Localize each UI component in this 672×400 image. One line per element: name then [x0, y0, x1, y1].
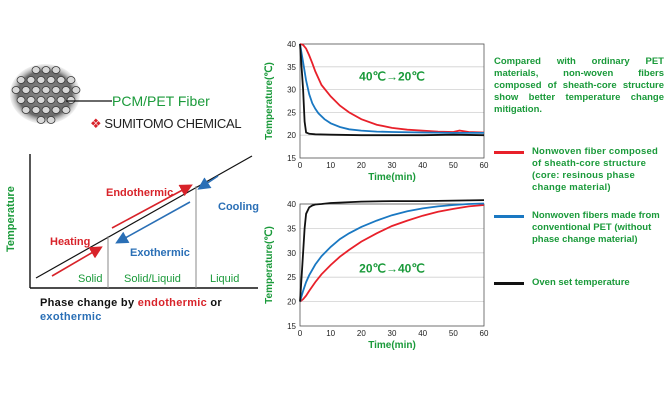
- heating-chart-ytick-label-1: 20: [287, 298, 296, 307]
- liquid-label: Liquid: [210, 273, 239, 285]
- cooling-chart-ylabel: Temperature(℃): [264, 62, 275, 140]
- exothermic-arrow: [115, 201, 191, 244]
- endothermic-label: Endothermic: [106, 187, 173, 199]
- cooling-chart-xtick-label-3: 30: [388, 161, 397, 170]
- heating-chart-xtick-label-2: 20: [357, 329, 366, 338]
- heating-chart-ylabel: Temperature(℃): [264, 226, 275, 304]
- heating-chart-plot-frame: [299, 203, 485, 327]
- legend-label-blue: Nonwoven fibers made from conventional P…: [532, 210, 660, 245]
- heating-chart-xtick-label-0: 0: [298, 329, 303, 338]
- legend-swatch-blue: [494, 215, 524, 218]
- cooling-chart-xtick-label-4: 40: [418, 161, 427, 170]
- sumitomo-diamond-icon: ❖: [90, 116, 102, 131]
- heating-chart-xtick-label-4: 40: [418, 329, 427, 338]
- heating-chart-xtick-label-6: 60: [480, 329, 489, 338]
- description-text: Compared with ordinary PET materials, no…: [494, 56, 664, 115]
- cooling-chart-xtick-label-6: 60: [480, 161, 489, 170]
- cooling-chart-series-line-2: [299, 43, 485, 137]
- heating-chart-xtick-label-5: 50: [449, 329, 458, 338]
- chart-cooling: 15 20 25 30 35 40 0 10 20 30 40 50 60 Time(min) Temper…: [264, 40, 489, 183]
- phase-change-diagram: Temperature Endothermic Heating Exotherm…: [5, 154, 259, 289]
- heating-chart-ytick-label-2: 25: [287, 273, 296, 282]
- sumitomo-chemical-logo: ❖ SUMITOMO CHEMICAL: [90, 116, 242, 131]
- fiber-microscope-image: [10, 64, 81, 124]
- endothermic-arrow: [111, 184, 193, 229]
- solid-label: Solid: [78, 273, 102, 285]
- legend-swatch-black: [494, 282, 524, 285]
- fiber-label: PCM/PET Fiber: [112, 93, 210, 109]
- cooling-chart-ytick-label-4: 35: [287, 63, 296, 72]
- heating-chart-ytick-label-4: 35: [287, 224, 296, 233]
- cooling-chart-plot-frame: [299, 43, 485, 159]
- heating-chart-series-line-0: [299, 204, 485, 303]
- heating-chart-xtick-label-1: 10: [326, 329, 335, 338]
- fiber-pointer-line: [66, 100, 112, 102]
- cooling-chart-xlabel: Time(min): [368, 172, 416, 183]
- cooling-chart-xtick-label-0: 0: [298, 161, 303, 170]
- cooling-chart-series-line-1: [299, 43, 484, 134]
- legend-label-red: Nonwoven fiber composed of sheath-core s…: [532, 146, 659, 193]
- exothermic-label: Exothermic: [130, 247, 190, 259]
- heating-label: Heating: [50, 236, 90, 248]
- phase-diagonal: [35, 155, 253, 279]
- heating-chart-ytick-label-0: 15: [287, 322, 296, 331]
- heating-chart-series-line-2: [299, 199, 485, 302]
- heating-chart-series-line-1: [299, 202, 485, 302]
- chart-heating: 15 20 25 30 35 40 0 10 20 30 40 50 60 Time(min) Temper…: [264, 199, 489, 351]
- legend-swatch-red: [494, 151, 524, 154]
- cooling-chart-ytick-label-5: 40: [287, 40, 296, 49]
- cooling-arrow: [197, 175, 219, 190]
- cooling-chart-xtick-label-1: 10: [326, 161, 335, 170]
- heating-arrow: [51, 246, 103, 277]
- phase-caption: Phase change by endothermic or exothermic: [40, 297, 223, 323]
- legend-label-black: Oven set temperature: [532, 277, 630, 288]
- cooling-label: Cooling: [218, 201, 259, 213]
- heating-chart-annotation: 20℃→40℃: [359, 261, 425, 275]
- cooling-chart-ytick-label-1: 20: [287, 131, 296, 140]
- cooling-chart-ytick-label-2: 25: [287, 108, 296, 117]
- cooling-chart-ytick-label-0: 15: [287, 154, 296, 163]
- cooling-chart-annotation: 40℃→20℃: [359, 69, 425, 83]
- heating-chart-ytick-label-3: 30: [287, 249, 296, 258]
- cooling-chart-ytick-label-3: 30: [287, 86, 296, 95]
- heating-chart-xtick-label-3: 30: [388, 329, 397, 338]
- heating-chart-ytick-label-5: 40: [287, 200, 296, 209]
- phase-ylabel: Temperature: [5, 186, 17, 252]
- solid-liquid-label: Solid/Liquid: [124, 273, 181, 285]
- heating-chart-xlabel: Time(min): [368, 340, 416, 351]
- cooling-chart-series-line-0: [299, 43, 485, 134]
- cooling-chart-xtick-label-2: 20: [357, 161, 366, 170]
- cooling-chart-xtick-label-5: 50: [449, 161, 458, 170]
